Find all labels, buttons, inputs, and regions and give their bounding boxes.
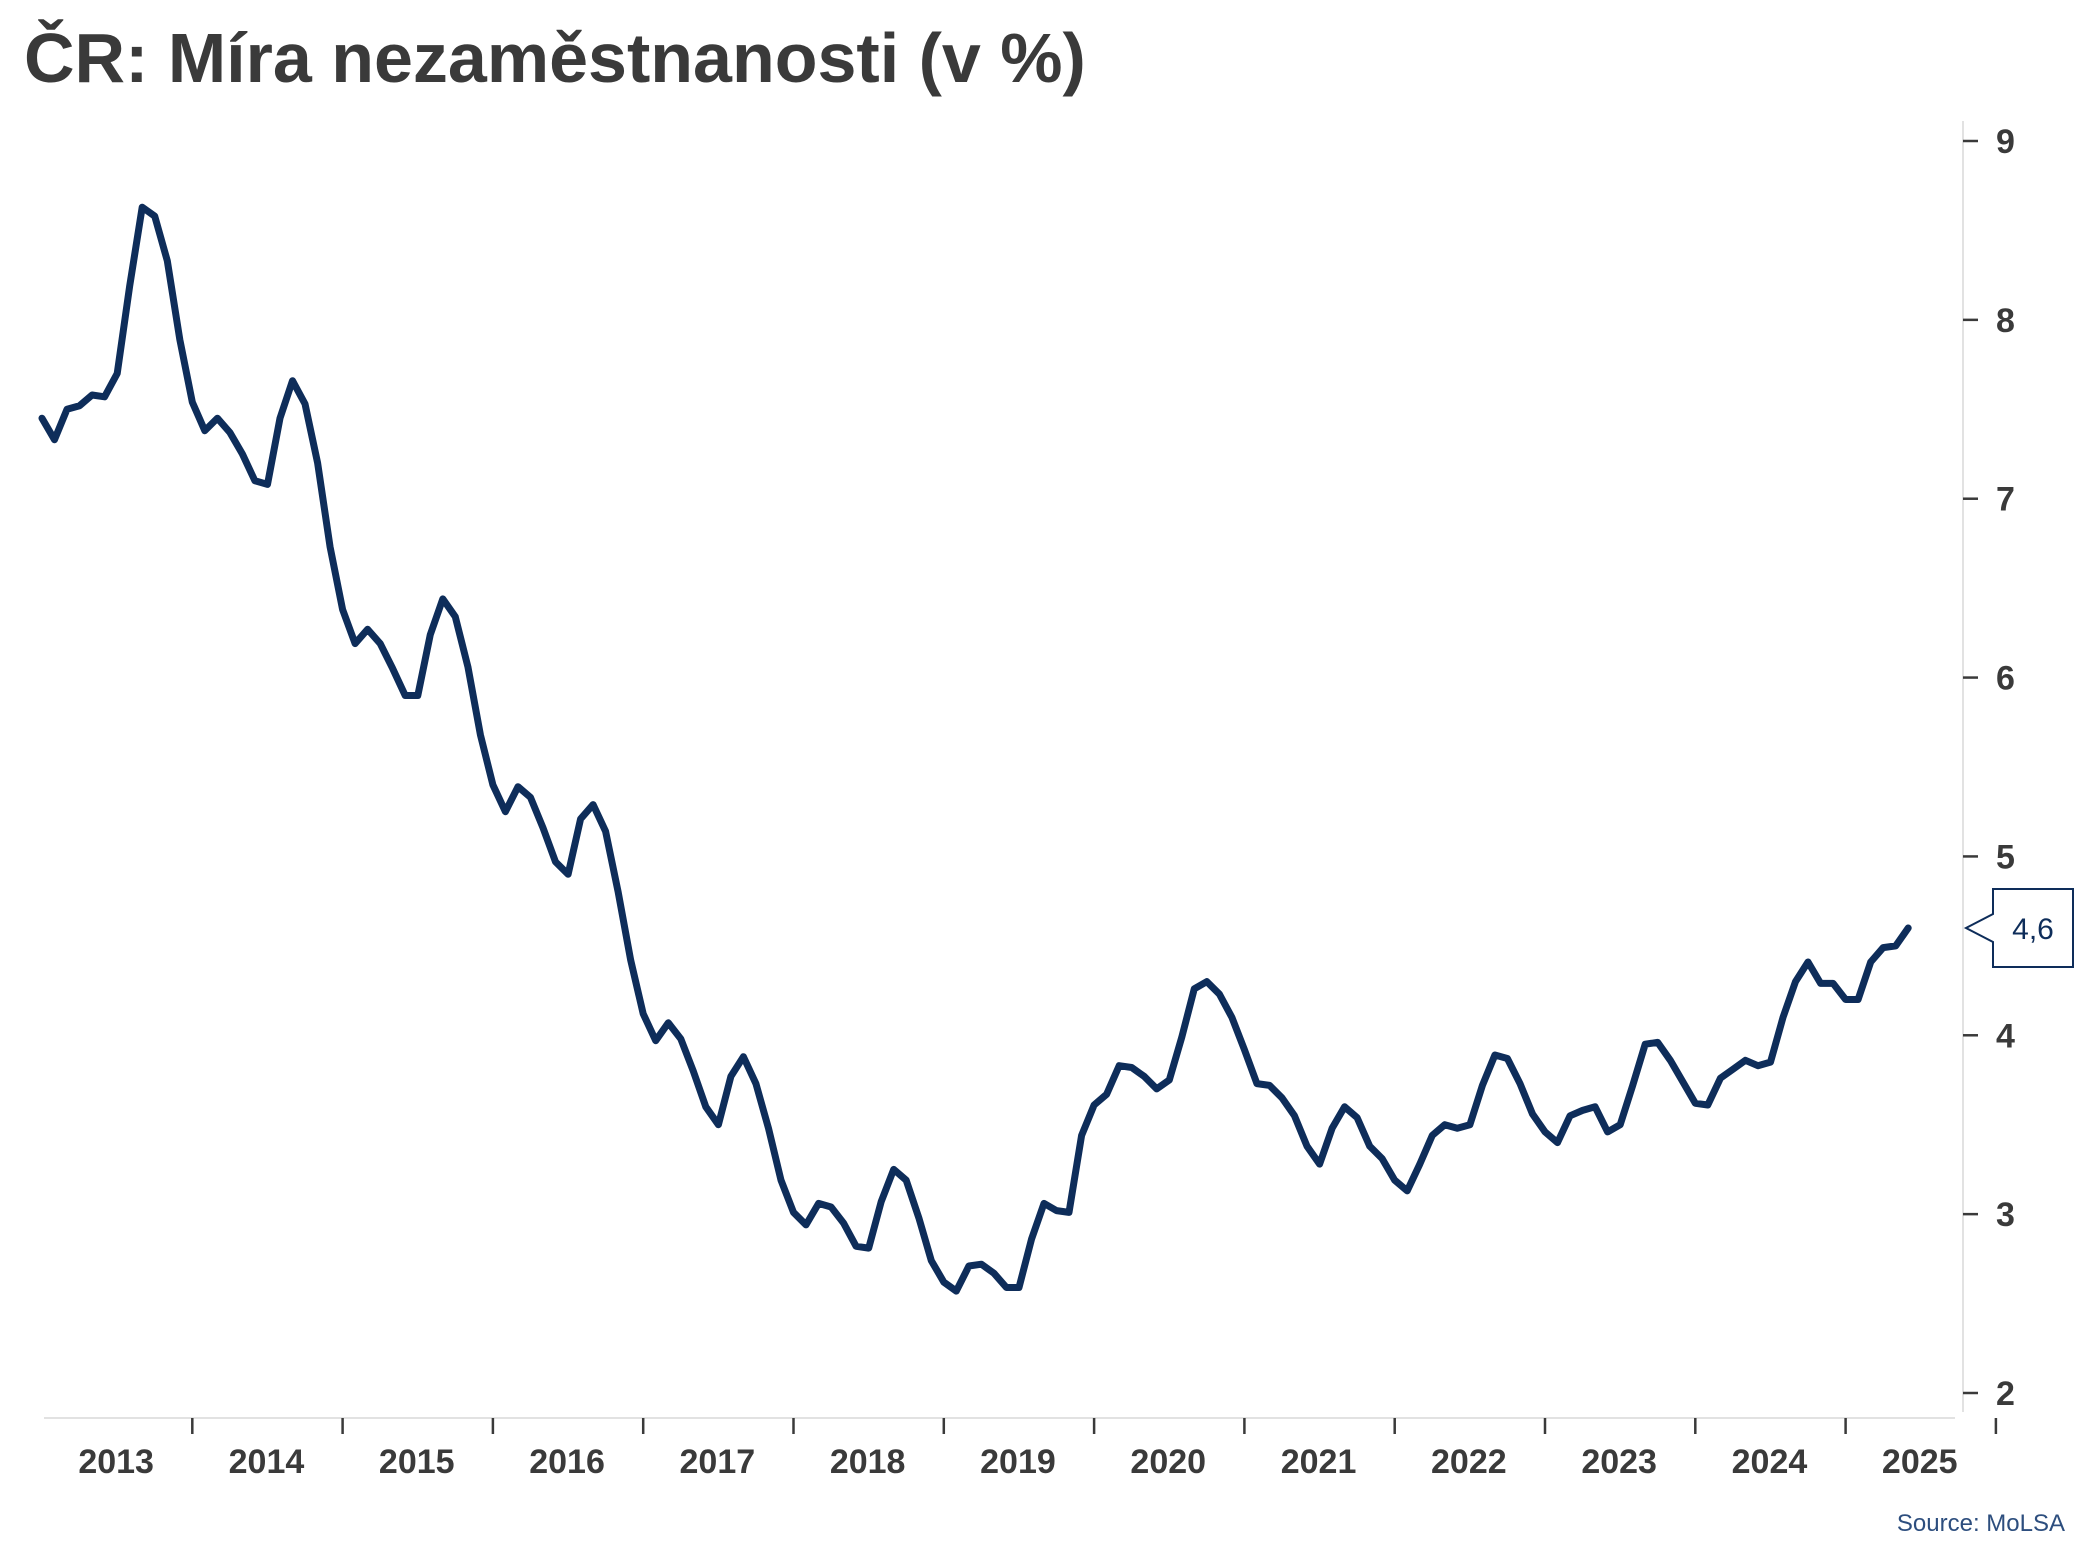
x-tick-label: 2024 bbox=[1732, 1443, 1808, 1481]
x-tick-label: 2021 bbox=[1281, 1443, 1357, 1481]
y-axis: 2 3 4 5 6 7 8 9 bbox=[1962, 121, 2015, 1413]
x-tick-label: 2015 bbox=[379, 1443, 455, 1481]
x-tick-label: 2020 bbox=[1130, 1443, 1206, 1481]
y-tick-label: 6 bbox=[1996, 660, 2015, 698]
last-value-callout: 4,6 bbox=[1963, 887, 2074, 968]
x-tick-label: 2014 bbox=[229, 1443, 305, 1481]
x-axis: 2013 2014 2015 2016 2017 2018 2019 2020 2021 2022… bbox=[44, 1417, 1998, 1481]
x-tick-label: 2013 bbox=[78, 1443, 154, 1481]
series-group bbox=[38, 203, 1912, 1295]
y-tick-label: 7 bbox=[1996, 481, 2015, 519]
x-tick-label: 2023 bbox=[1581, 1443, 1657, 1481]
y-tick-label: 2 bbox=[1996, 1375, 2015, 1413]
x-tick-label: 2018 bbox=[830, 1443, 906, 1481]
last-value-box bbox=[1963, 887, 2074, 968]
x-tick-label: 2019 bbox=[980, 1443, 1056, 1481]
x-tick-label: 2017 bbox=[680, 1443, 756, 1481]
y-tick-label: 3 bbox=[1996, 1196, 2015, 1234]
y-tick-label: 8 bbox=[1996, 302, 2015, 340]
y-tick-label: 9 bbox=[1996, 123, 2015, 161]
x-tick-label: 2025 bbox=[1882, 1443, 1958, 1481]
y-tick-label: 4 bbox=[1996, 1017, 2015, 1055]
series-line-unemployment-rate bbox=[38, 203, 1912, 1295]
y-tick-label: 5 bbox=[1996, 838, 2015, 876]
source-note: Source: MoLSA bbox=[1896, 1510, 2065, 1537]
last-value-label: 4,6 bbox=[2012, 913, 2054, 946]
chart-title: ČR: Míra nezaměstnanosti (v %) bbox=[24, 19, 1086, 97]
x-tick-label: 2022 bbox=[1431, 1443, 1507, 1481]
x-tick-label: 2016 bbox=[529, 1443, 605, 1481]
